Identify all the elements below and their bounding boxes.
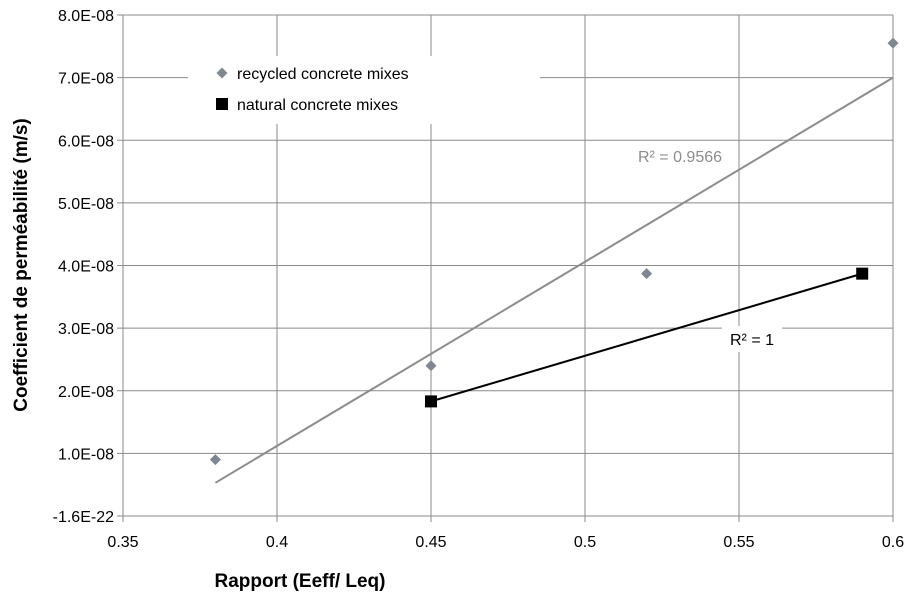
y-tick-label: 4.0E-08 bbox=[58, 259, 114, 276]
trendline-recycled bbox=[214, 76, 894, 484]
x-tick-label: 0.45 bbox=[415, 534, 446, 551]
data-point-natural bbox=[856, 267, 869, 280]
x-tick-label: 0.55 bbox=[723, 534, 754, 551]
y-tick-label: 1.0E-08 bbox=[58, 446, 114, 463]
data-point-recycled bbox=[641, 268, 653, 280]
legend-marker-natural bbox=[216, 98, 228, 110]
data-point-recycled bbox=[425, 360, 437, 372]
x-tick-label: 0.35 bbox=[107, 534, 138, 551]
legend-box bbox=[188, 56, 540, 124]
x-tick-label: 0.4 bbox=[266, 534, 288, 551]
legend: recycled concrete mixes natural concrete … bbox=[188, 56, 540, 124]
y-tick-label: 5.0E-08 bbox=[58, 196, 114, 213]
legend-marker-recycled bbox=[216, 67, 228, 79]
trendline-natural bbox=[430, 272, 863, 403]
y-tick-label: -1.6E-22 bbox=[53, 509, 114, 526]
data-point-recycled bbox=[209, 454, 221, 466]
y-tick-label: 3.0E-08 bbox=[58, 321, 114, 338]
grid bbox=[123, 14, 894, 516]
legend-label-recycled: recycled concrete mixes bbox=[237, 66, 409, 83]
x-axis-title: Rapport (Eeff/ Leq) bbox=[215, 571, 386, 592]
axes: -1.6E-22 1.0E-08 2.0E-08 3.0E-08 4.0E-08 5.0E… bbox=[53, 8, 905, 551]
y-tick-label: 2.0E-08 bbox=[58, 384, 114, 401]
y-tick-label: 7.0E-08 bbox=[58, 71, 114, 88]
r2-label-natural-bg bbox=[722, 326, 782, 352]
trendlines bbox=[214, 76, 894, 484]
y-tick-label: 6.0E-08 bbox=[58, 133, 114, 150]
y-axis-title: Coefficient de perméabilité (m/s) bbox=[11, 118, 32, 412]
x-tick-label: 0.6 bbox=[882, 534, 904, 551]
r2-label-natural: R² = 1 bbox=[730, 332, 774, 349]
legend-label-natural: natural concrete mixes bbox=[237, 97, 398, 114]
x-tick-label: 0.5 bbox=[574, 534, 596, 551]
annotations: R² = 0.9566 R² = 1 bbox=[638, 149, 782, 352]
y-tick-label: 8.0E-08 bbox=[58, 8, 114, 25]
markers bbox=[209, 37, 899, 466]
data-point-recycled bbox=[887, 37, 899, 49]
r2-label-recycled: R² = 0.9566 bbox=[638, 149, 722, 166]
data-point-natural bbox=[425, 395, 437, 408]
